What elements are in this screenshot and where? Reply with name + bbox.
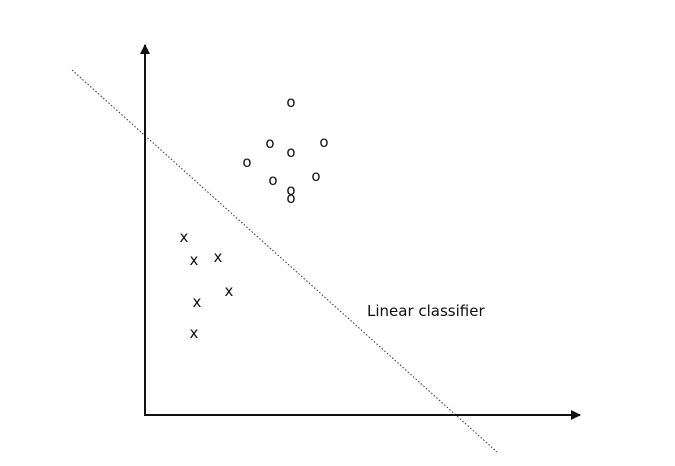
point-o: o	[242, 153, 251, 171]
point-x: x	[193, 293, 202, 311]
point-x: x	[190, 324, 199, 342]
point-o: o	[265, 134, 274, 152]
classifier-label: Linear classifier	[367, 302, 485, 320]
point-o: o	[319, 133, 328, 151]
point-o: o	[286, 143, 295, 161]
point-x: x	[190, 251, 199, 269]
class-x-points: x x x x x x	[180, 228, 234, 342]
point-o: o	[286, 93, 295, 111]
point-o: o	[286, 181, 295, 199]
point-x: x	[180, 228, 189, 246]
decision-boundary	[71, 69, 498, 453]
class-o-points: o o o o o o o o o	[242, 93, 328, 207]
point-o: o	[311, 167, 320, 185]
point-o: o	[286, 189, 295, 207]
point-x: x	[225, 282, 234, 300]
point-o: o	[268, 171, 277, 189]
point-x: x	[214, 248, 223, 266]
